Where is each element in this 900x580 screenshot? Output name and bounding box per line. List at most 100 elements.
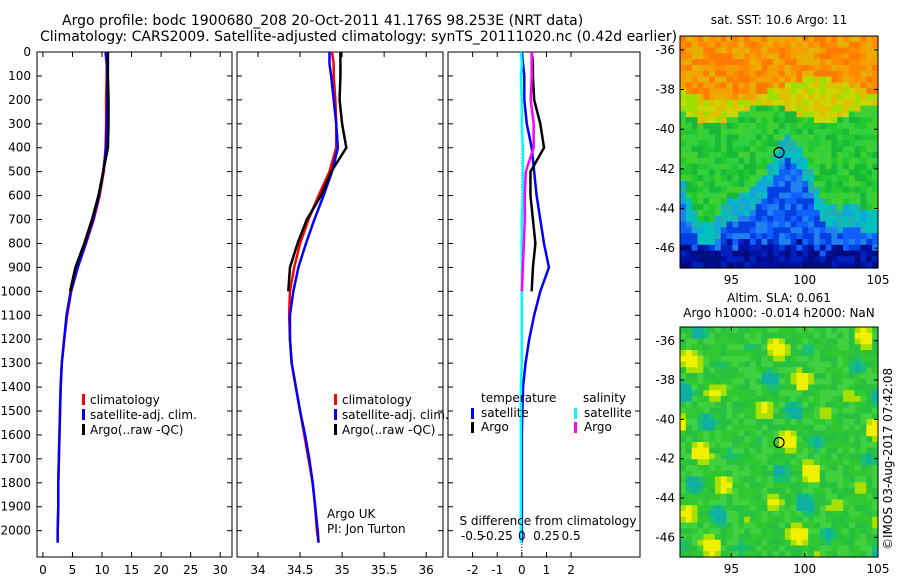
map-cell <box>680 493 687 501</box>
map-cell <box>744 442 751 449</box>
map-cell <box>872 82 879 89</box>
map-cell <box>685 511 693 518</box>
map-cell <box>866 59 873 66</box>
map-cell <box>866 488 873 495</box>
map-cell <box>703 204 710 211</box>
map-cell <box>819 465 827 472</box>
map-cell <box>790 516 798 524</box>
map-cell <box>779 493 786 501</box>
map-cell <box>796 344 803 351</box>
map-cell <box>691 522 699 529</box>
map-cell <box>854 390 862 397</box>
map-cell <box>732 482 739 489</box>
map-cell <box>872 476 879 483</box>
map-cell <box>720 239 728 246</box>
map-cell <box>837 413 844 420</box>
map-cell <box>872 338 879 345</box>
map-cell <box>808 511 815 518</box>
map-cell <box>843 539 850 547</box>
map-cell <box>680 53 687 60</box>
map-cell <box>866 476 873 483</box>
map-cell <box>761 239 768 246</box>
map-cell <box>744 192 751 199</box>
map-cell <box>709 134 716 141</box>
map-cell <box>819 117 827 124</box>
map-cell <box>866 88 873 95</box>
map-cell <box>680 413 687 420</box>
map-cell <box>680 36 687 43</box>
map-cell <box>813 41 821 49</box>
map-cell <box>767 192 774 199</box>
map-cell <box>732 250 739 257</box>
map-cell <box>796 419 803 426</box>
map-cell <box>872 407 879 414</box>
map-cell <box>773 53 780 60</box>
map-cell <box>848 146 856 153</box>
map-cell <box>773 82 780 89</box>
map-cell <box>808 419 815 426</box>
y-tick-label: 600 <box>8 189 31 203</box>
map-cell <box>773 407 780 414</box>
map-cell <box>714 413 722 420</box>
map-cell <box>749 465 757 472</box>
map-cell <box>831 239 838 246</box>
map-cell <box>691 442 699 449</box>
map-cell <box>843 53 850 60</box>
map-cell <box>726 111 734 118</box>
map-cell <box>709 367 716 374</box>
map-cell <box>755 447 763 455</box>
map-cell <box>755 534 763 541</box>
map-cell <box>802 65 809 72</box>
map-cell <box>749 262 757 269</box>
map-cell <box>831 378 838 386</box>
map-cell <box>680 94 687 101</box>
map-cell <box>854 227 862 234</box>
map-cell <box>714 88 722 95</box>
map-cell <box>744 373 751 380</box>
map-cell <box>685 36 693 43</box>
map-cell <box>866 221 873 228</box>
map-cell <box>848 390 856 397</box>
legend-swatch <box>471 422 474 433</box>
map-cell <box>866 239 873 246</box>
map-cell <box>726 157 734 165</box>
map-cell <box>843 511 850 518</box>
map-cell <box>796 338 803 345</box>
map-cell <box>720 117 728 124</box>
map-cell <box>837 76 844 83</box>
map-cell <box>854 186 862 194</box>
map-cell <box>866 384 873 391</box>
map-cell <box>720 401 728 409</box>
x-tick-label: 25 <box>183 563 198 577</box>
map-cell <box>738 210 745 217</box>
map-cell <box>802 419 809 426</box>
map-cell <box>854 105 862 112</box>
map-cell <box>790 146 798 153</box>
map-cell <box>784 53 792 60</box>
map-cell <box>872 157 879 165</box>
map-cell <box>773 256 780 263</box>
map-cell <box>860 384 867 391</box>
map-cell <box>848 413 856 420</box>
map-cell <box>802 344 809 351</box>
map-cell <box>767 419 774 426</box>
map-cell <box>854 413 862 420</box>
map-cell <box>848 36 856 43</box>
map-cell <box>779 453 786 460</box>
map-cell <box>779 350 786 357</box>
map-cell <box>720 367 728 374</box>
map-cell <box>749 76 757 83</box>
map-cell <box>819 192 827 199</box>
map-cell <box>732 344 739 351</box>
map-cell <box>720 244 728 252</box>
map-cell <box>837 88 844 95</box>
sla-map-title-2: Argo h1000: -0.014 h2000: NaN <box>683 306 875 320</box>
map-cell <box>720 210 728 217</box>
map-cell <box>802 511 809 518</box>
map-cell <box>732 94 739 101</box>
map-cell <box>802 204 809 211</box>
map-cell <box>802 493 809 501</box>
map-cell <box>773 447 780 455</box>
map-cell <box>860 327 867 334</box>
